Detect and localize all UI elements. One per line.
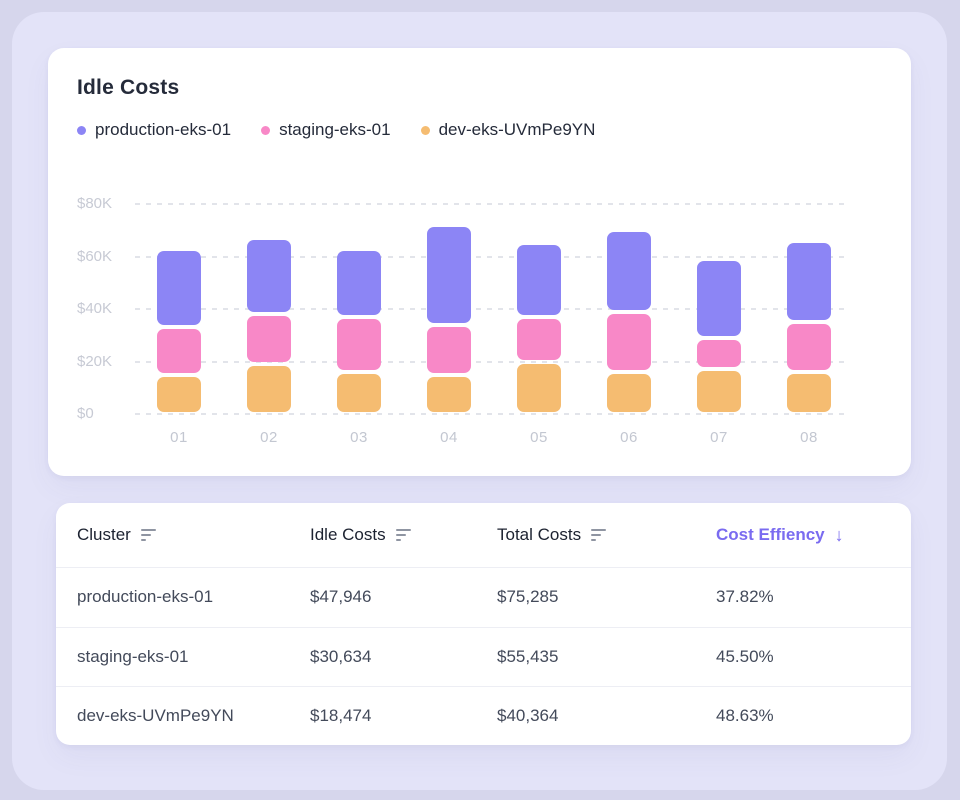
x-axis-tick-label: 06 (620, 429, 638, 446)
x-axis-tick-label: 05 (530, 429, 548, 446)
clusters-table-card: Cluster Idle Costs Total Costs Cost Effi… (56, 503, 911, 745)
sort-lines-icon (395, 529, 412, 541)
cell-idle_costs: $47,946 (310, 587, 372, 607)
bar-segment-staging-eks-01[interactable] (697, 339, 741, 368)
y-axis-tick-label: $20K (77, 352, 113, 370)
bar-segment-production-eks-01[interactable] (427, 227, 471, 323)
legend-label: production-eks-01 (95, 120, 232, 139)
legend-dot-icon (77, 125, 86, 135)
bar-segment-dev-eks-UVmPe9YN[interactable] (697, 371, 741, 412)
table-body: production-eks-01 $47,946 $75,285 37.82% sta… (56, 568, 911, 746)
bar-segment-dev-eks-UVmPe9YN[interactable] (787, 374, 831, 412)
bar-segment-staging-eks-01[interactable] (517, 318, 561, 360)
cell-total_costs: $40,364 (497, 706, 559, 726)
cell-cluster: staging-eks-01 (77, 646, 189, 666)
cell-cluster: production-eks-01 (77, 587, 214, 607)
x-axis-tick-label: 04 (440, 429, 458, 446)
cell-cost_effiency: 45.50% (716, 646, 774, 666)
legend-item-production-eks-01[interactable]: production-eks-01 (77, 120, 231, 140)
column-header-idle-costs[interactable]: Idle Costs (310, 525, 497, 545)
bar-segment-staging-eks-01[interactable] (787, 324, 831, 370)
gridline (135, 255, 845, 258)
legend-dot-icon (261, 125, 271, 135)
x-axis-tick-label: 01 (170, 429, 188, 446)
cell-total_costs: $55,435 (497, 646, 559, 666)
chart-legend: production-eks-01 staging-eks-01 dev-eks… (77, 120, 595, 140)
x-axis-tick-label: 08 (800, 429, 818, 446)
bar-segment-dev-eks-UVmPe9YN[interactable] (607, 374, 651, 412)
bar-segment-dev-eks-UVmPe9YN[interactable] (247, 366, 291, 412)
table-header-row: Cluster Idle Costs Total Costs Cost Effi… (56, 503, 911, 568)
cell-cost_effiency: 48.63% (716, 706, 774, 726)
gridline (135, 308, 845, 310)
bar-segment-dev-eks-UVmPe9YN[interactable] (337, 374, 381, 412)
y-axis-tick-label: $60K (77, 247, 113, 265)
bar-segment-staging-eks-01[interactable] (157, 329, 201, 373)
column-label: Total Costs (497, 525, 582, 544)
bar-segment-production-eks-01[interactable] (247, 240, 291, 313)
bar-segment-staging-eks-01[interactable] (427, 326, 471, 373)
table-row: staging-eks-01 $30,634 $55,435 45.50% (56, 628, 911, 688)
legend-item-dev-eks-UVmPe9YN[interactable]: dev-eks-UVmPe9YN (420, 120, 596, 140)
stacked-bar-chart: $0 $20K $40K $60K $80K 01 02 03 04 05 06 07 08 (48, 48, 911, 476)
bar-segment-production-eks-01[interactable] (607, 232, 651, 310)
bar-segment-production-eks-01[interactable] (517, 245, 561, 315)
legend-item-staging-eks-01[interactable]: staging-eks-01 (261, 120, 391, 140)
legend-label: dev-eks-UVmPe9YN (438, 120, 596, 139)
bar-segment-production-eks-01[interactable] (697, 261, 741, 336)
bar-segment-staging-eks-01[interactable] (607, 313, 651, 370)
bar-segment-production-eks-01[interactable] (337, 250, 381, 315)
x-axis-tick-label: 02 (260, 429, 278, 446)
bar-segment-dev-eks-UVmPe9YN[interactable] (517, 363, 561, 412)
cell-cost_effiency: 37.82% (716, 587, 774, 607)
bar-segment-dev-eks-UVmPe9YN[interactable] (157, 376, 201, 412)
sort-lines-icon (591, 529, 607, 541)
column-label: Idle Costs (310, 525, 386, 544)
x-axis-tick-label: 07 (710, 429, 728, 446)
cell-total_costs: $75,285 (497, 587, 559, 607)
column-header-cluster[interactable]: Cluster (77, 525, 310, 545)
bar-segment-staging-eks-01[interactable] (337, 318, 381, 370)
table-row: dev-eks-UVmPe9YN $18,474 $40,364 48.63% (56, 687, 911, 746)
bar-segment-staging-eks-01[interactable] (247, 316, 291, 363)
y-axis-tick-label: $40K (77, 300, 113, 317)
legend-dot-icon (420, 125, 430, 135)
y-axis-tick-label: $80K (77, 195, 113, 212)
column-label: Cost Effiency (716, 525, 825, 544)
gridline (135, 360, 845, 363)
page-container: Idle Costs production-eks-01 staging-eks… (12, 12, 947, 790)
y-axis-tick-label: $0 (77, 405, 94, 422)
card-title: Idle Costs (77, 76, 180, 99)
bar-segment-production-eks-01[interactable] (157, 250, 201, 326)
gridline (135, 413, 845, 415)
idle-costs-card: Idle Costs production-eks-01 staging-eks… (48, 48, 911, 476)
bar-segment-dev-eks-UVmPe9YN[interactable] (427, 376, 471, 412)
arrow-down-icon: ↓ (834, 525, 844, 545)
sort-lines-icon (140, 529, 157, 541)
cell-idle_costs: $18,474 (310, 706, 372, 726)
column-label: Cluster (77, 525, 131, 544)
cell-cluster: dev-eks-UVmPe9YN (77, 706, 234, 726)
column-header-total-costs[interactable]: Total Costs (497, 525, 716, 545)
column-header-cost-effiency[interactable]: Cost Effiency ↓ (716, 525, 911, 545)
x-axis-tick-label: 03 (350, 429, 368, 446)
legend-label: staging-eks-01 (279, 120, 391, 139)
gridline (135, 203, 845, 205)
bar-segment-production-eks-01[interactable] (787, 242, 831, 321)
cell-idle_costs: $30,634 (310, 646, 372, 666)
table-row: production-eks-01 $47,946 $75,285 37.82% (56, 568, 911, 628)
